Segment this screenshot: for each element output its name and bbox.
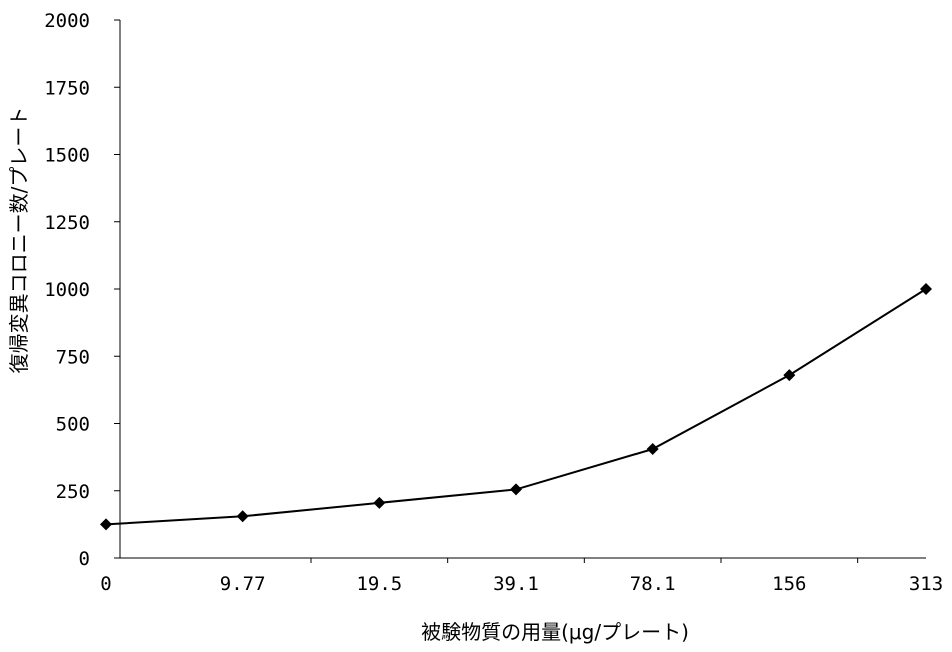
- data-point: [373, 496, 386, 509]
- x-axis-title: 被験物質の用量(μg/プレート): [421, 620, 689, 644]
- axes: [114, 19, 926, 563]
- y-tick-label: 1000: [44, 279, 90, 301]
- data-point: [510, 483, 522, 496]
- y-tick-label: 500: [56, 414, 90, 436]
- data-point: [783, 369, 796, 382]
- y-tick-label: 750: [56, 346, 90, 368]
- x-tick-labels: 0 9.77 19.5 39.1 78.1 156 313: [100, 573, 943, 595]
- series: [100, 283, 932, 531]
- y-tick-label: 2000: [44, 10, 90, 32]
- y-tick-label: 250: [56, 481, 90, 503]
- x-tick-label: 156: [772, 573, 806, 595]
- x-tick-label: 9.77: [220, 573, 266, 595]
- x-tick-label: 313: [909, 573, 943, 595]
- data-point: [920, 283, 932, 295]
- y-tick-label: 1500: [44, 145, 90, 167]
- data-point: [646, 443, 659, 456]
- y-tick-label: 1750: [44, 77, 90, 99]
- y-tick-label: 0: [79, 548, 90, 570]
- data-point: [100, 518, 112, 531]
- data-point: [236, 510, 249, 523]
- y-axis-title: 復帰変異コロニー数/プレート: [7, 107, 31, 374]
- y-tick-label: 1250: [44, 212, 90, 234]
- y-tick-labels: 0 250 500 750 1000 1250 1500 1750 2000: [44, 10, 90, 570]
- x-tick-label: 39.1: [493, 573, 539, 595]
- x-tick-label: 19.5: [356, 573, 402, 595]
- x-tick-label: 78.1: [630, 573, 676, 595]
- x-tick-label: 0: [100, 573, 111, 595]
